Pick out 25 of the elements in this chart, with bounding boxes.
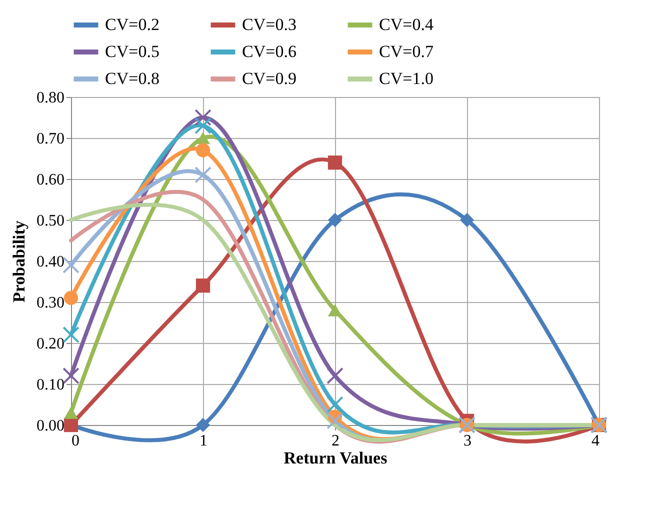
legend-label: CV=0.4	[379, 15, 434, 34]
y-tick-label: 0.50	[36, 212, 64, 230]
x-tick-label: 2	[332, 432, 340, 450]
legend-label: CV=0.6	[242, 42, 296, 61]
legend-label: CV=0.8	[105, 69, 160, 88]
y-tick-label: 0.60	[36, 172, 64, 188]
x-axis-title: Return Values	[284, 448, 388, 468]
y-tick-label: 0.10	[36, 376, 64, 394]
x-tick-label: 0	[72, 432, 80, 450]
y-tick-label: 0.20	[36, 336, 64, 352]
y-tick-label: 0.80	[36, 90, 64, 106]
x-tick-label: 1	[200, 432, 208, 450]
y-tick-label: 0.30	[36, 294, 64, 312]
x-tick-label: 4	[592, 432, 600, 450]
x-tick-label: 3	[464, 432, 472, 450]
y-tick-label: 0.70	[36, 130, 64, 148]
legend-label: CV=0.3	[242, 15, 296, 34]
y-tick-label: 0.40	[36, 254, 64, 270]
legend-label: CV=0.2	[105, 15, 160, 34]
legend-label: CV=0.5	[105, 42, 160, 61]
legend-label: CV=0.9	[242, 69, 296, 88]
legend-label: CV=1.0	[379, 69, 434, 88]
legend-label: CV=0.7	[379, 42, 434, 61]
y-tick-label: 0.00	[36, 418, 64, 434]
y-axis-title: Probability	[10, 220, 28, 302]
